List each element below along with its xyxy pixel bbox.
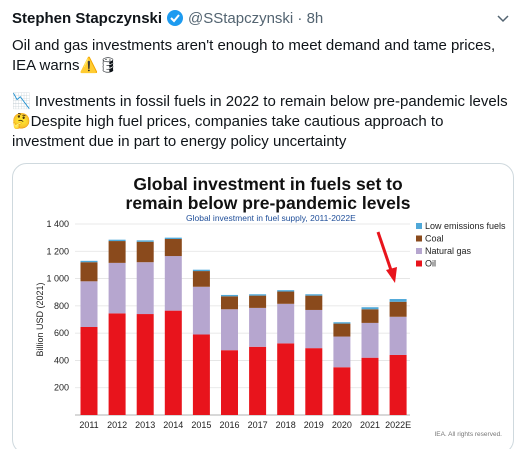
x-tick-label: 2011 [79, 420, 98, 430]
bar-segment [108, 239, 126, 242]
bar-segment [389, 354, 407, 415]
legend-swatch [416, 248, 422, 254]
x-tick-label: 2015 [191, 420, 211, 430]
bar-segment [164, 237, 182, 240]
legend-label: Low emissions fuels [425, 221, 506, 231]
bar-segment [136, 262, 154, 315]
chart-source: IEA. All rights reserved. [434, 431, 502, 438]
bar-segment [80, 262, 98, 282]
bar-segment [108, 262, 126, 314]
x-tick-label: 2018 [276, 420, 296, 430]
author-handle[interactable]: @SStapczynski · 8h [188, 10, 323, 27]
legend-swatch [416, 223, 422, 229]
y-tick-label: 1 200 [46, 246, 69, 256]
bar-segment [333, 367, 351, 415]
bar-segment [80, 260, 98, 263]
bar-segment [136, 240, 154, 242]
bar-segment [249, 294, 267, 296]
tweet-text: Oil and gas investments aren't enough to… [12, 37, 508, 150]
bar-segment [136, 314, 154, 415]
bar-segment [164, 310, 182, 415]
y-tick-label: 1 400 [46, 219, 69, 229]
legend-label: Oil [425, 259, 436, 269]
bar-segment [333, 322, 351, 324]
y-tick-label: 400 [54, 355, 69, 365]
bar-segment [361, 357, 379, 415]
chart-subtitle: Global investment in fuel supply, 2011-2… [186, 213, 356, 223]
legend-swatch [416, 235, 422, 242]
x-tick-label: 2013 [135, 420, 155, 430]
x-tick-label: 2014 [163, 420, 183, 430]
bar-segment [277, 303, 295, 344]
legend-label: Natural gas [425, 246, 472, 256]
y-tick-label: 200 [54, 383, 69, 393]
bar-segment [277, 291, 295, 304]
y-axis-title: Billion USD (2021) [35, 282, 45, 356]
bar-segment [333, 323, 351, 337]
more-caret[interactable] [497, 15, 509, 23]
x-tick-label: 2022E [385, 420, 411, 430]
bar-segment [249, 295, 267, 308]
y-tick-label: 1 000 [46, 274, 69, 284]
bar-segment [108, 241, 126, 263]
x-tick-label: 2016 [219, 420, 239, 430]
x-tick-label: 2017 [248, 420, 268, 430]
bar-segment [164, 256, 182, 311]
bar-segment [305, 309, 323, 349]
bar-segment [192, 269, 210, 272]
bar-segment [305, 348, 323, 415]
tweet-line: investment due in part to energy policy … [12, 133, 347, 150]
tweet-line: IEA warns⚠️🛢 [12, 56, 117, 74]
bar-segment [389, 301, 407, 317]
bar-segment [164, 239, 182, 257]
tweet-line: 📉 Investments in fossil fuels in 2022 to… [12, 92, 508, 110]
bar-segment [80, 327, 98, 415]
bar-segment [361, 309, 379, 323]
bar-segment [80, 281, 98, 328]
tweet-line: 🤔Despite high fuel prices, companies tak… [12, 112, 443, 130]
bar-segment [249, 307, 267, 347]
bar-segment [136, 241, 154, 263]
legend-label: Coal [425, 234, 444, 244]
y-tick-label: 600 [54, 328, 69, 338]
bar-segment [277, 343, 295, 415]
bar-segment [361, 307, 379, 310]
bar-segment [389, 316, 407, 355]
bar-segment [277, 290, 295, 292]
bar-segment [361, 322, 379, 358]
bar-segment [305, 294, 323, 296]
verified-badge [167, 10, 183, 26]
chart: Global investment in fuels set toremain … [35, 174, 506, 438]
bar-segment [249, 346, 267, 415]
bar-segment [221, 350, 238, 415]
x-tick-label: 2019 [304, 420, 324, 430]
y-tick-label: 800 [54, 301, 69, 311]
bar-segment [389, 299, 407, 302]
chart-title: Global investment in fuels set to [133, 174, 402, 194]
x-tick-label: 2021 [360, 420, 380, 430]
bar-segment [221, 296, 238, 310]
bar-segment [192, 334, 210, 415]
chart-title: remain below pre-pandemic levels [126, 193, 411, 213]
bar-segment [192, 286, 210, 335]
x-tick-label: 2012 [107, 420, 127, 430]
author-name[interactable]: Stephen Stapczynski [12, 10, 162, 27]
bar-segment [221, 294, 238, 297]
bar-segment [305, 295, 323, 310]
x-tick-label: 2020 [332, 420, 352, 430]
bar-segment [108, 313, 126, 415]
red-arrow [376, 231, 397, 283]
legend-swatch [416, 260, 422, 267]
tweet-line: Oil and gas investments aren't enough to… [12, 37, 495, 54]
bar-segment [333, 336, 351, 368]
bar-segment [221, 309, 238, 351]
bar-segment [192, 271, 210, 287]
